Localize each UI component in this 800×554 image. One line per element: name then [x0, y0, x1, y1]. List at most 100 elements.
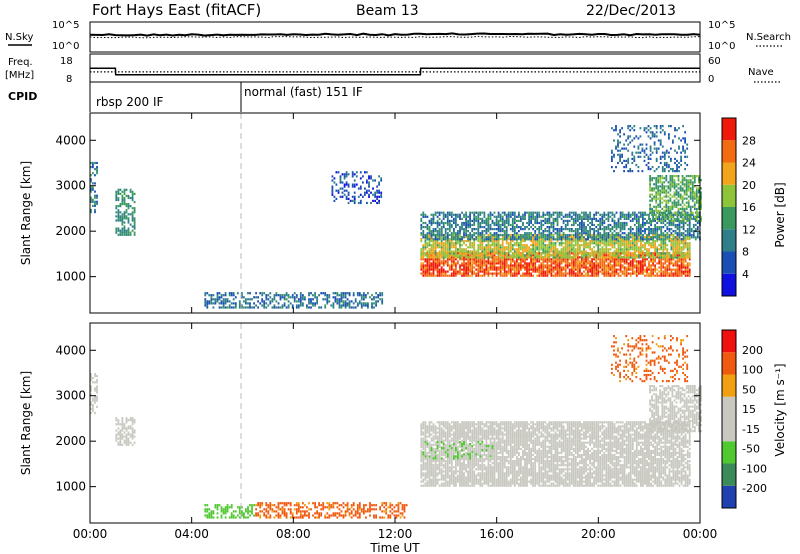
heatmap-cell [434, 213, 437, 216]
heatmap-cell [649, 181, 651, 184]
heatmap-cell [670, 238, 673, 241]
heatmap-cell [544, 221, 547, 225]
heatmap-cell [438, 274, 441, 277]
heatmap-cell [446, 246, 449, 249]
heatmap-cell [615, 268, 618, 271]
heatmap-cell [611, 260, 614, 263]
heatmap-cell [676, 260, 679, 263]
heatmap-cell [650, 260, 652, 263]
heatmap-cell [362, 175, 364, 178]
heatmap-cell [568, 248, 571, 251]
heatmap-cell [448, 238, 451, 241]
heatmap-cell [465, 252, 467, 255]
heatmap-cell [623, 262, 626, 265]
heatmap-cell [556, 217, 559, 220]
heatmap-cell [489, 260, 492, 263]
heatmap-cell [436, 246, 439, 249]
heatmap-cell [465, 234, 467, 237]
heatmap-cell [700, 191, 702, 194]
heatmap-cell [356, 302, 359, 305]
heatmap-cell [455, 242, 457, 245]
heatmap-cell [475, 250, 478, 253]
heatmap-cell [572, 270, 575, 273]
heatmap-cell [640, 242, 642, 245]
station-title: Fort Hays East (fitACF) [92, 1, 261, 19]
heatmap-cell [273, 304, 276, 307]
heatmap-cell [249, 298, 251, 301]
heatmap-cell [678, 221, 681, 225]
heatmap-cell [692, 215, 695, 218]
heatmap-cell [564, 213, 567, 216]
heatmap-cell [570, 252, 573, 255]
heatmap-cell [591, 238, 593, 241]
heatmap-cell [360, 296, 363, 299]
heatmap-cell [339, 179, 342, 182]
heatmap-cell [467, 250, 469, 253]
heatmap-cell [683, 191, 686, 194]
heatmap-cell [230, 292, 233, 295]
heatmap-cell [373, 296, 375, 299]
heatmap-cell [605, 272, 608, 275]
heatmap-cell [208, 302, 211, 305]
heatmap-cell [346, 298, 349, 301]
heatmap-cell [678, 244, 681, 247]
heatmap-cell [440, 238, 443, 241]
heatmap-cell [371, 306, 373, 309]
heatmap-cell [347, 193, 350, 196]
heatmap-cell [455, 246, 457, 249]
heatmap-cell [473, 270, 476, 273]
heatmap-cell [621, 240, 624, 243]
heatmap-cell [546, 244, 549, 247]
heatmap-cell [568, 256, 571, 259]
heatmap-cell [446, 270, 449, 273]
heatmap-cell [522, 236, 524, 239]
heatmap-cell [448, 274, 451, 277]
heatmap-cell [501, 262, 504, 265]
heatmap-cell [607, 228, 610, 231]
heatmap-cell [428, 258, 431, 261]
heatmap-cell [483, 211, 486, 214]
heatmap-cell [583, 230, 585, 233]
heatmap-cell [642, 221, 644, 225]
heatmap-cell [422, 272, 425, 275]
heatmap-cell [679, 211, 682, 215]
heatmap-cell [428, 242, 431, 245]
heatmap-cell [424, 236, 427, 239]
heatmap-cell [597, 254, 600, 257]
heatmap-cell [378, 195, 380, 198]
heatmap-cell [483, 250, 486, 253]
heatmap-cell [380, 193, 383, 196]
heatmap-cell [574, 272, 577, 275]
heatmap-cell [693, 179, 696, 182]
heatmap-cell [591, 258, 593, 261]
heatmap-cell [625, 221, 628, 225]
heatmap-cell [340, 296, 343, 299]
heatmap-cell [669, 177, 672, 180]
heatmap-cell [487, 256, 490, 259]
heatmap-cell [691, 185, 694, 188]
heatmap-cell [689, 197, 692, 200]
heatmap-cell [420, 232, 423, 235]
heatmap-cell [556, 236, 559, 239]
heatmap-cell [263, 300, 266, 303]
heatmap-cell [459, 244, 461, 247]
heatmap-cell [516, 260, 518, 263]
heatmap-cell [681, 207, 684, 210]
heatmap-cell [528, 270, 530, 273]
heatmap-cell [663, 205, 666, 208]
heatmap-cell [485, 264, 488, 267]
heatmap-cell [469, 213, 471, 216]
heatmap-cell [670, 262, 673, 265]
heatmap-cell [623, 260, 626, 263]
heatmap-cell [581, 262, 583, 265]
heatmap-cell [90, 198, 92, 201]
heatmap-cell [117, 215, 120, 218]
heatmap-cell [499, 260, 502, 263]
heatmap-cell [619, 230, 622, 233]
heatmap-cell [566, 256, 569, 259]
heatmap-cell [568, 244, 571, 247]
heatmap-cell [556, 219, 559, 222]
heatmap-cell [526, 252, 528, 255]
heatmap-cell [548, 256, 551, 259]
heatmap-cell [635, 246, 638, 249]
